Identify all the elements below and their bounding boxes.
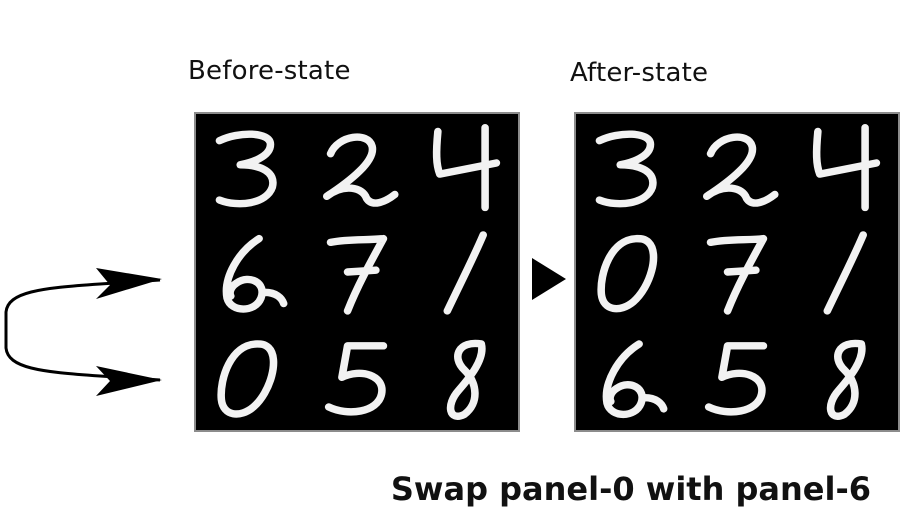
after-panel-6-stroke xyxy=(602,340,646,419)
before-panel-2-stroke xyxy=(432,127,501,178)
before-digit-grid xyxy=(194,112,520,432)
after-panel-2-stroke xyxy=(812,127,881,178)
before-panel-2-digit-4 xyxy=(432,124,501,212)
before-panel-4-stroke xyxy=(326,234,388,315)
before-panel-8-stroke xyxy=(446,339,486,420)
after-panel-1-stroke xyxy=(703,133,779,207)
before-panel-1-stroke xyxy=(323,133,399,207)
before-panel-8-digit-8 xyxy=(446,339,486,420)
after-panel-6-digit-6 xyxy=(602,340,668,419)
curved-double-arrow-icon xyxy=(4,268,162,396)
before-panel-0-stroke xyxy=(215,130,277,208)
triangle-right-icon xyxy=(532,258,566,300)
after-panel-5-digit-1 xyxy=(823,231,867,315)
after-panel-3-digit-0 xyxy=(597,234,658,313)
before-panel-0-digit-3 xyxy=(215,130,277,208)
after-panel-4-digit-7 xyxy=(706,234,768,315)
after-panel-5-stroke xyxy=(823,231,867,315)
caption-text: Swap panel-0 with panel-6 xyxy=(390,470,871,508)
after-panel-4-stroke xyxy=(723,266,760,276)
before-panel-3-stroke xyxy=(261,288,288,308)
after-panel-2-digit-4 xyxy=(812,124,881,212)
before-panel-5-stroke xyxy=(443,231,487,315)
after-panel-1-digit-2 xyxy=(703,133,779,207)
after-digit-grid xyxy=(574,112,900,432)
before-panel-6-digit-0 xyxy=(217,340,278,418)
before-panel-7-stroke xyxy=(324,342,388,416)
after-panel-7-stroke xyxy=(704,342,768,416)
after-panel-0-digit-3 xyxy=(595,130,657,208)
before-panel-4-digit-7 xyxy=(326,234,388,315)
before-panel-1-digit-2 xyxy=(323,133,399,207)
after-panel-0-stroke xyxy=(595,130,657,208)
before-panel-6-stroke xyxy=(217,340,278,418)
before-panel-4-stroke xyxy=(343,266,380,276)
after-panel-6-stroke xyxy=(641,394,668,413)
before-panel-3-digit-6 xyxy=(222,234,288,313)
after-panel-8-stroke xyxy=(826,339,866,420)
before-panel-3-stroke xyxy=(222,234,266,313)
after-panel-3-stroke xyxy=(597,234,658,313)
before-panel-5-digit-1 xyxy=(443,231,487,315)
before-panel-7-digit-5 xyxy=(324,342,388,416)
after-grid-svg xyxy=(595,124,881,420)
after-panel-8-digit-8 xyxy=(826,339,866,420)
after-panel-4-stroke xyxy=(706,234,768,315)
before-state-label: Before-state xyxy=(188,56,351,86)
after-state-label: After-state xyxy=(570,58,709,88)
after-panel-7-digit-5 xyxy=(704,342,768,416)
before-grid-svg xyxy=(215,124,501,420)
